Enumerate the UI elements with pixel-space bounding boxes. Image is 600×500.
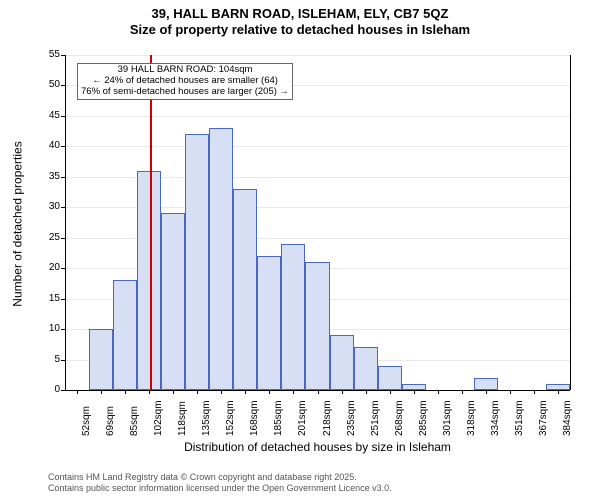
histogram-bar	[354, 347, 378, 390]
y-tick-label: 20	[30, 262, 60, 273]
histogram-bar	[281, 244, 305, 390]
histogram-bar	[233, 189, 257, 390]
y-tick-label: 50	[30, 79, 60, 90]
x-tick-label: 251sqm	[370, 400, 381, 436]
x-tick-label: 118sqm	[177, 401, 188, 436]
x-tick-mark	[486, 390, 487, 394]
x-tick-label: 384sqm	[562, 400, 573, 436]
gridline	[65, 55, 570, 56]
x-tick-label: 85sqm	[129, 406, 140, 436]
histogram-bar	[89, 329, 113, 390]
x-tick-label: 235sqm	[346, 400, 357, 436]
histogram-bar	[137, 171, 161, 390]
y-tick-label: 45	[30, 110, 60, 121]
title-line-1: 39, HALL BARN ROAD, ISLEHAM, ELY, CB7 5Q…	[0, 6, 600, 22]
x-tick-mark	[245, 390, 246, 394]
y-tick-label: 5	[30, 354, 60, 365]
x-tick-mark	[510, 390, 511, 394]
x-tick-mark	[125, 390, 126, 394]
plot-area	[65, 55, 571, 390]
gridline	[65, 116, 570, 117]
y-tick-label: 15	[30, 293, 60, 304]
histogram-bar	[161, 213, 185, 390]
x-tick-mark	[462, 390, 463, 394]
property-marker-line	[150, 55, 152, 390]
histogram-bar	[474, 378, 498, 390]
histogram-bar	[209, 128, 233, 390]
y-tick-label: 25	[30, 232, 60, 243]
x-tick-label: 201sqm	[297, 400, 308, 436]
x-tick-label: 318sqm	[466, 400, 477, 436]
x-tick-label: 102sqm	[153, 400, 164, 436]
x-tick-label: 268sqm	[394, 400, 405, 436]
y-tick-label: 0	[30, 384, 60, 395]
footer-credit: Contains HM Land Registry data © Crown c…	[48, 472, 392, 494]
x-tick-label: 168sqm	[249, 400, 260, 436]
y-axis-line	[65, 55, 66, 390]
x-tick-mark	[390, 390, 391, 394]
x-tick-mark	[101, 390, 102, 394]
annotation-line: 76% of semi-detached houses are larger (…	[81, 87, 289, 98]
x-tick-label: 69sqm	[105, 406, 116, 436]
gridline	[65, 146, 570, 147]
y-tick-label: 10	[30, 323, 60, 334]
x-tick-mark	[558, 390, 559, 394]
x-tick-mark	[149, 390, 150, 394]
histogram-bar	[113, 280, 137, 390]
histogram-bar	[378, 366, 402, 390]
x-tick-mark	[534, 390, 535, 394]
x-axis-label: Distribution of detached houses by size …	[65, 440, 570, 454]
y-tick-label: 55	[30, 49, 60, 60]
x-tick-mark	[197, 390, 198, 394]
x-tick-label: 52sqm	[81, 406, 92, 436]
footer-line-2: Contains public sector information licen…	[48, 483, 392, 494]
x-tick-label: 185sqm	[273, 400, 284, 436]
x-tick-label: 152sqm	[225, 400, 236, 436]
y-axis-label: Number of detached properties	[10, 56, 24, 391]
x-tick-label: 351sqm	[514, 400, 525, 436]
x-tick-mark	[269, 390, 270, 394]
x-tick-label: 301sqm	[442, 400, 453, 436]
chart-title: 39, HALL BARN ROAD, ISLEHAM, ELY, CB7 5Q…	[0, 0, 600, 37]
histogram-bar	[402, 384, 426, 390]
x-tick-label: 135sqm	[201, 400, 212, 436]
x-tick-mark	[77, 390, 78, 394]
marker-annotation: 39 HALL BARN ROAD: 104sqm← 24% of detach…	[77, 63, 293, 100]
histogram-bar	[330, 335, 354, 390]
y-tick-label: 30	[30, 201, 60, 212]
x-tick-label: 218sqm	[322, 400, 333, 436]
footer-line-1: Contains HM Land Registry data © Crown c…	[48, 472, 392, 483]
x-tick-mark	[414, 390, 415, 394]
y-tick-label: 35	[30, 171, 60, 182]
title-line-2: Size of property relative to detached ho…	[0, 22, 600, 38]
x-tick-mark	[342, 390, 343, 394]
y-tick-label: 40	[30, 140, 60, 151]
histogram-bar	[305, 262, 329, 390]
x-tick-label: 367sqm	[538, 400, 549, 436]
x-tick-mark	[438, 390, 439, 394]
x-tick-mark	[318, 390, 319, 394]
x-tick-mark	[293, 390, 294, 394]
x-tick-label: 334sqm	[490, 400, 501, 436]
histogram-bar	[546, 384, 570, 390]
x-tick-label: 285sqm	[418, 400, 429, 436]
x-tick-mark	[173, 390, 174, 394]
x-tick-mark	[366, 390, 367, 394]
histogram-bar	[257, 256, 281, 390]
histogram-bar	[185, 134, 209, 390]
x-tick-mark	[221, 390, 222, 394]
